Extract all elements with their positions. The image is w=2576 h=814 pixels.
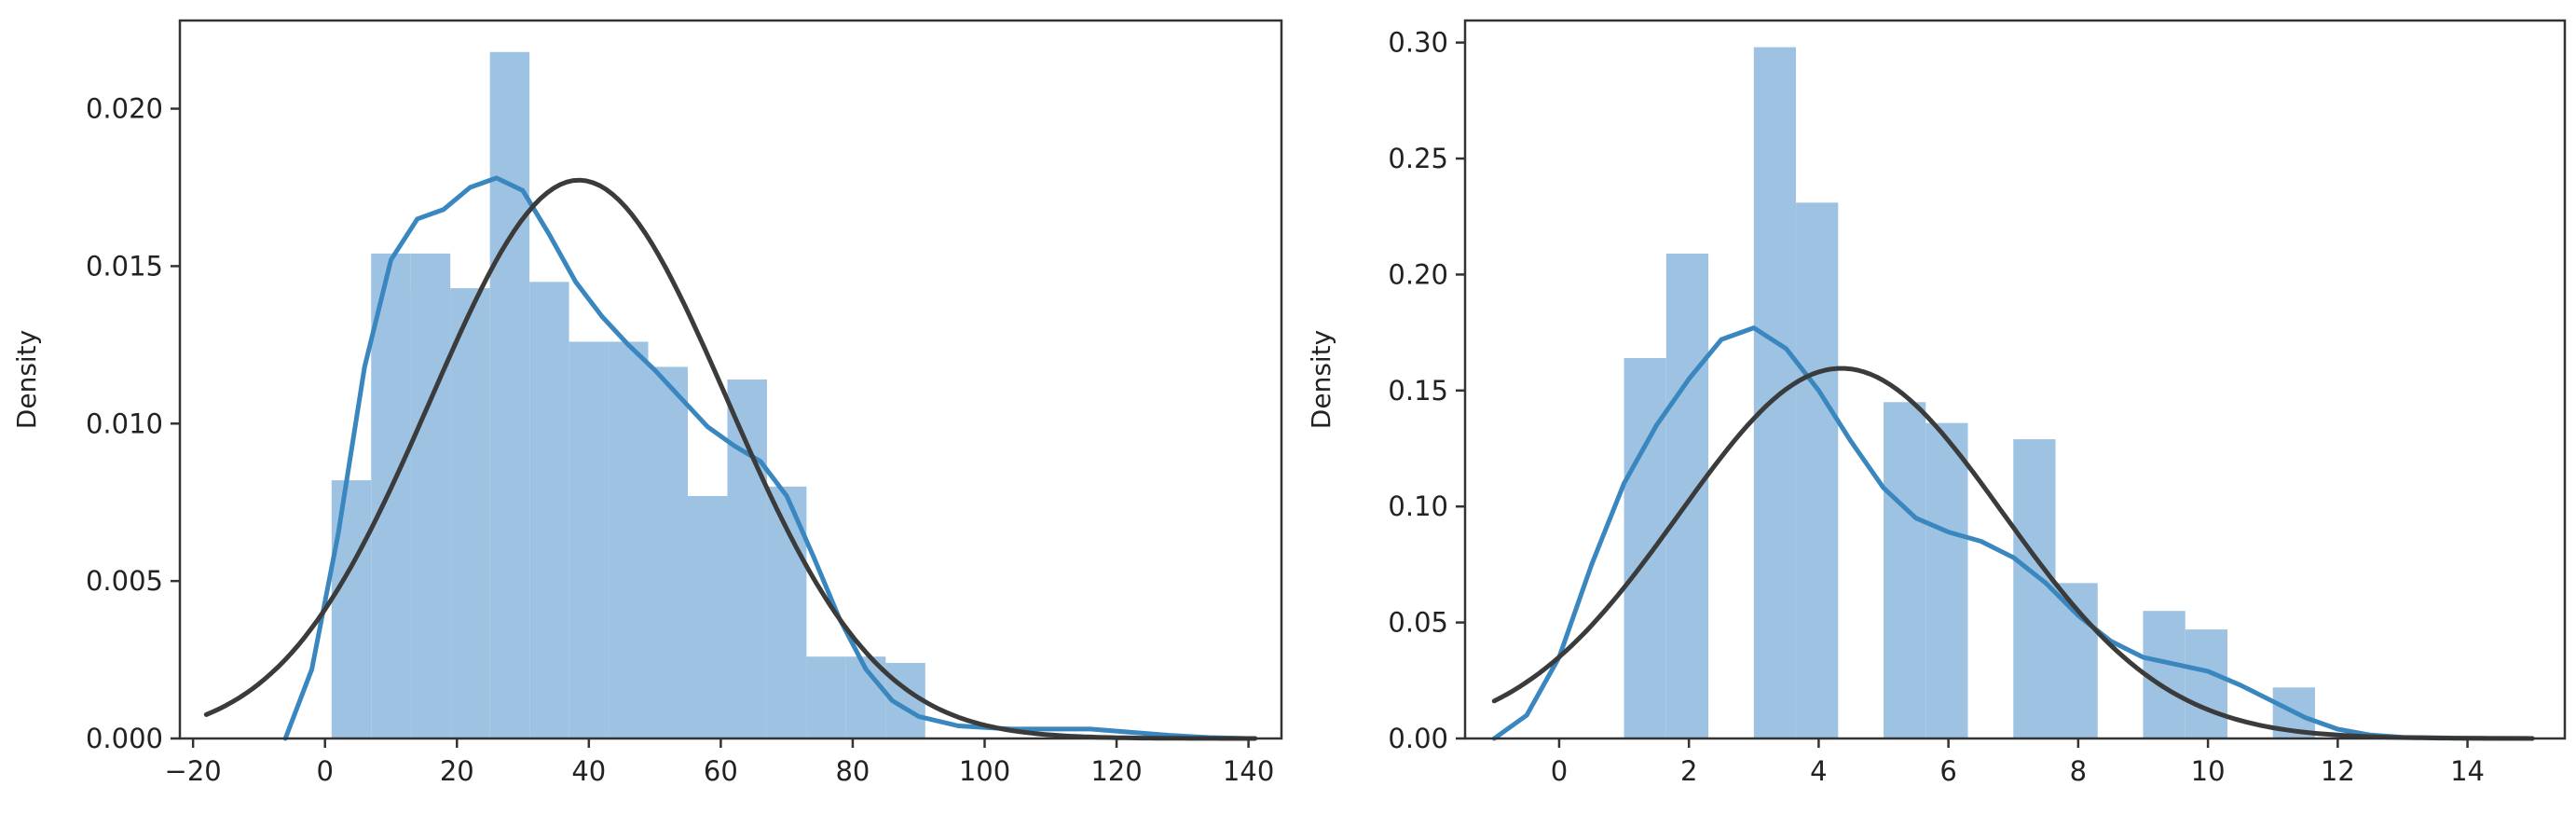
right-density-histogram-chart: 0 2 4 6 8 10 12 14 0.00 0.05 0.10 0.15 0.20 0.25 0.30 D… (1306, 19, 2567, 787)
x-tick-label: 100 (959, 755, 1010, 787)
axes-frame (178, 19, 1283, 740)
y-tick-label: 0.05 (1388, 607, 1448, 639)
x-tick-label: 14 (2450, 755, 2485, 787)
histogram-bar-4 (1884, 402, 1926, 738)
histogram-bar-9 (2185, 629, 2227, 738)
x-tick-label: 120 (1090, 755, 1142, 787)
x-tick-label: 60 (704, 755, 738, 787)
x-tick-label: 20 (440, 755, 474, 787)
histogram-bar-6 (529, 282, 569, 738)
x-tick-label: 40 (571, 755, 606, 787)
histogram-bar-7 (569, 341, 610, 738)
x-tick-label: 6 (1939, 755, 1956, 787)
kde-density-curve (282, 175, 1252, 741)
histogram-bar-5 (489, 51, 530, 739)
x-tick-label: 12 (2321, 755, 2355, 787)
chart-panel-right: 0 2 4 6 8 10 12 14 0.00 0.05 0.10 0.15 0.20 0.25 0.30 D… (1288, 0, 2576, 810)
left-density-histogram-chart: −20 0 20 40 60 80 100 120 140 0.000 0.005 0.010 0.01… (11, 19, 1283, 787)
x-tick-label: 8 (2070, 755, 2087, 787)
y-tick-label: 0.30 (1388, 27, 1448, 59)
y-axis-label: Density (1306, 330, 1336, 429)
x-tick-label: 80 (835, 755, 870, 787)
axes-frame (1463, 19, 2567, 740)
y-tick-label: 0.005 (86, 565, 163, 597)
histogram-bar-4 (450, 288, 490, 738)
histogram-bar-11 (727, 379, 767, 738)
histogram-bar-10 (687, 495, 728, 738)
kde-density-curve (1491, 325, 2535, 741)
x-tick-label: 0 (316, 755, 333, 787)
histogram-bar-1 (371, 253, 411, 738)
y-tick-label: 0.00 (1388, 723, 1448, 754)
histogram-bar-0 (331, 480, 372, 738)
histogram-bar-5 (1925, 422, 1968, 738)
histogram-bar-9 (648, 366, 688, 738)
y-tick-label: 0.25 (1388, 143, 1448, 174)
y-tick-label: 0.20 (1388, 258, 1448, 290)
y-tick-label: 0.000 (86, 723, 163, 754)
x-tick-label: 4 (1810, 755, 1827, 787)
y-axis-label: Density (11, 330, 42, 429)
normal-fit-curve (203, 177, 1258, 741)
y-tick-label: 0.15 (1388, 375, 1448, 407)
chart-panel-left: −20 0 20 40 60 80 100 120 140 0.000 0.005 0.010 0.01… (0, 0, 1288, 810)
histogram-bar-13 (806, 656, 846, 738)
y-tick-label: 0.020 (86, 93, 163, 125)
x-tick-label: 0 (1551, 755, 1568, 787)
x-tick-label: −20 (165, 755, 222, 787)
histogram-bar-3 (1796, 202, 1839, 738)
y-tick-label: 0.10 (1388, 490, 1448, 522)
x-tick-label: 2 (1680, 755, 1697, 787)
x-tick-label: 10 (2191, 755, 2226, 787)
y-tick-label: 0.010 (86, 407, 163, 439)
histogram-bar-3 (410, 288, 451, 738)
y-tick-label: 0.015 (86, 250, 163, 282)
histogram-bar-0 (1624, 357, 1666, 738)
histogram-bar-8 (2143, 611, 2185, 738)
normal-fit-curve (1491, 366, 2535, 741)
histogram-bar-8 (609, 341, 649, 738)
x-tick-label: 140 (1223, 755, 1274, 787)
histogram-bar-2 (1753, 47, 1797, 739)
histogram-bar-1 (1665, 254, 1709, 738)
